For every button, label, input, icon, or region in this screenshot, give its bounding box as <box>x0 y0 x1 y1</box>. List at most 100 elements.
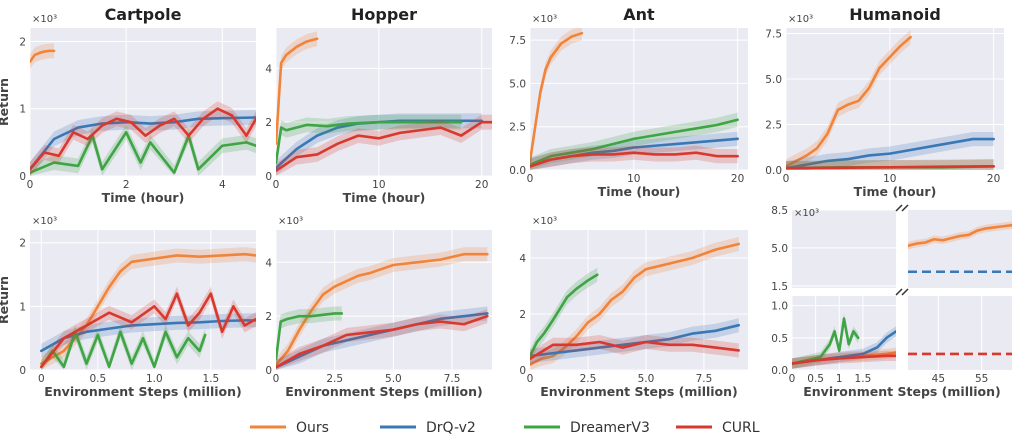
x-tick-label: 2.5 <box>580 373 597 385</box>
series-line-dreamerv3 <box>276 312 344 361</box>
legend: Ours DrQ-v2 DreamerV3 CURL <box>250 420 760 436</box>
series-line-dreamerv3 <box>30 130 256 174</box>
y-tick-label: 1 <box>19 301 26 313</box>
y-tick-label: 0 <box>265 365 272 377</box>
x-tick-label: 0.5 <box>89 373 106 385</box>
series-group <box>530 237 741 370</box>
y-tick-label: 7.5 <box>765 28 782 40</box>
chart-title: Hopper <box>351 5 417 24</box>
chart-title: Ant <box>623 5 655 24</box>
x-tick-label: 0 <box>789 373 796 385</box>
series-group <box>786 30 995 170</box>
x-tick-label: 20 <box>987 173 1000 185</box>
series-group <box>276 31 492 176</box>
series-band-dreamerv3 <box>30 124 256 176</box>
chart-title: Humanoid <box>849 5 941 24</box>
y-axis-label: Return <box>0 276 11 324</box>
chart-panel-3: 0 10 20 0.0 2.5 5.0 7.5 Ant Time (hour) ×10³ <box>509 5 748 199</box>
series-band-drq-v2 <box>530 318 739 363</box>
chart-panel-2: 0 10 20 0 2 4 Hopper Time (hour) <box>265 5 492 205</box>
y-tick-label: 2 <box>19 36 26 48</box>
series-band-dreamerv3 <box>276 114 462 170</box>
series-line-ours <box>276 37 319 146</box>
plot-area <box>792 210 896 288</box>
series-group <box>30 43 256 176</box>
y-tick-label: 0 <box>519 365 526 377</box>
series-line-dreamerv3 <box>276 120 463 164</box>
x-axis-label: Environment Steps (million) <box>540 384 738 399</box>
x-tick-label: 10 <box>627 173 640 185</box>
x-tick-label: 0 <box>273 179 280 191</box>
x-tick-label: 0.5 <box>807 373 824 385</box>
x-tick-label: 0 <box>27 179 34 191</box>
x-tick-label: 45 <box>932 373 945 385</box>
x-tick-label: 1 <box>836 373 843 385</box>
series-band-curl <box>792 350 896 369</box>
series-band-ours <box>41 247 256 370</box>
x-axis-label: Environment Steps (million) <box>803 384 1001 399</box>
x-tick-label: 2.5 <box>326 373 343 385</box>
series-line-curl <box>276 314 489 369</box>
chart-panel-6: 0 2.5 5.0 7.5 0 2 4 Environment Steps (million)… <box>265 216 492 399</box>
series-band-curl <box>30 101 256 176</box>
plot-area <box>908 210 1012 288</box>
y-tick-label: 1.0 <box>771 301 788 313</box>
series-line-ours <box>276 252 489 366</box>
chart-panel-7: 0 2.5 5.0 7.5 0 2 4 Environment Steps (million)… <box>519 216 748 399</box>
scale-multiplier: ×10³ <box>532 14 557 25</box>
y-tick-label: 0.0 <box>765 165 782 177</box>
series-band-ours <box>276 247 488 370</box>
series-band-curl <box>276 309 488 370</box>
series-line-ours <box>786 35 912 168</box>
x-axis-label: Time (hour) <box>102 190 185 205</box>
x-axis-label: Time (hour) <box>598 184 681 199</box>
chart-panel-4: 0 10 20 0.0 2.5 5.0 7.5 Humanoid Time (hour) ×10³ <box>765 5 1004 199</box>
plot-area <box>276 230 492 370</box>
x-tick-label: 20 <box>475 179 488 191</box>
y-tick-label: 0 <box>19 171 26 183</box>
y-tick-label: 5.0 <box>771 243 788 255</box>
y-tick-label: 0 <box>265 171 272 183</box>
y-tick-label: 2 <box>265 311 272 323</box>
series-line-curl <box>30 107 256 171</box>
y-tick-label: 0.5 <box>771 333 788 345</box>
scale-multiplier: ×10³ <box>32 216 57 227</box>
x-tick-label: 20 <box>731 173 744 185</box>
series-band-ours <box>276 31 318 152</box>
axis-break-mark <box>895 288 903 296</box>
legend-label-drq-v2: DrQ-v2 <box>426 420 476 436</box>
x-tick-label: 4 <box>219 179 226 191</box>
x-axis-label: Time (hour) <box>854 184 937 199</box>
y-tick-label: 1.5 <box>771 281 788 293</box>
series-line-drq-v2 <box>786 137 995 170</box>
series-group <box>39 247 256 370</box>
y-tick-label: 2.5 <box>765 119 782 131</box>
x-tick-label: 2 <box>123 179 130 191</box>
scale-multiplier: ×10³ <box>532 216 557 227</box>
series-band-dreamerv3 <box>276 306 342 367</box>
y-tick-label: 4 <box>519 253 526 265</box>
series-band-ours <box>786 30 911 170</box>
series-band-curl <box>530 335 739 366</box>
chart-panel-9 <box>908 210 1012 288</box>
y-tick-label: 0.0 <box>509 165 526 177</box>
x-tick-label: 55 <box>975 373 988 385</box>
x-axis-label: Time (hour) <box>343 190 426 205</box>
x-tick-label: 0 <box>38 373 45 385</box>
x-tick-label: 1.0 <box>146 373 163 385</box>
series-line-dreamerv3 <box>792 317 860 365</box>
x-tick-label: 10 <box>372 179 385 191</box>
y-tick-label: 4 <box>265 257 272 269</box>
scale-multiplier: ×10³ <box>32 14 57 25</box>
x-tick-label: 0 <box>527 373 534 385</box>
series-group <box>530 28 739 170</box>
plot-area <box>908 296 1012 370</box>
chart-panel-10: 0 0.5 1 1.5 0.0 0.5 1.0 <box>771 296 896 385</box>
series-band-drq-v2 <box>276 113 482 176</box>
series-line-curl <box>530 340 741 361</box>
y-tick-label: 2 <box>19 238 26 250</box>
x-tick-label: 1.5 <box>202 373 219 385</box>
chart-title: Cartpole <box>105 5 182 24</box>
chart-panel-11: 45 55 <box>908 296 1012 385</box>
legend-label-dreamerv3: DreamerV3 <box>570 420 650 436</box>
